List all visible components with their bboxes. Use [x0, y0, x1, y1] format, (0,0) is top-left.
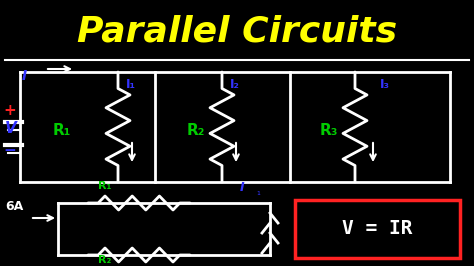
Text: I₂: I₂: [230, 78, 240, 91]
Text: −: −: [4, 143, 17, 158]
FancyBboxPatch shape: [295, 200, 460, 258]
Text: I: I: [22, 69, 27, 83]
Text: R₁: R₁: [53, 123, 72, 138]
Text: R₂: R₂: [187, 123, 205, 138]
Text: Parallel Circuits: Parallel Circuits: [77, 15, 397, 49]
Text: I₃: I₃: [380, 78, 390, 91]
Text: R₁: R₁: [98, 181, 111, 191]
Text: V = IR: V = IR: [342, 219, 413, 239]
Text: R₂: R₂: [98, 255, 111, 265]
Text: 6A: 6A: [5, 200, 23, 213]
Text: ₁: ₁: [256, 187, 260, 197]
Text: +: +: [4, 103, 17, 118]
Text: I: I: [240, 181, 245, 194]
Text: R₃: R₃: [320, 123, 338, 138]
Text: V: V: [5, 121, 17, 136]
Text: I₁: I₁: [126, 78, 136, 91]
